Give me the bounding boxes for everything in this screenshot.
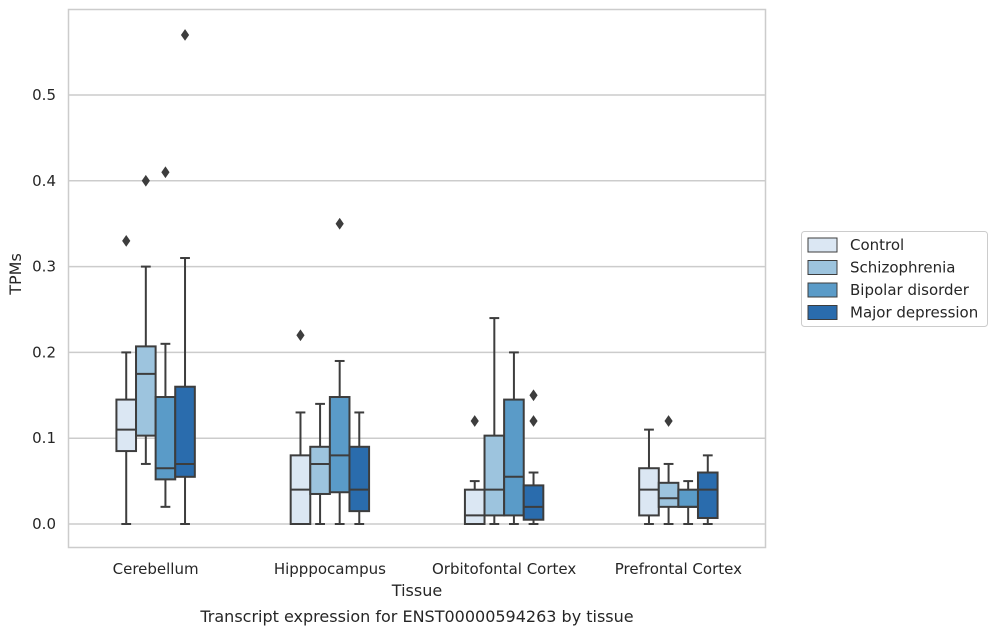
box-3-4 [677,480,699,525]
box-3-1 [154,166,177,508]
box-2-1 [135,174,157,465]
x-tick-label: Prefrontal Cortex [615,560,742,578]
box-body [309,445,331,495]
outlier-point [529,415,538,427]
box-groups [115,29,719,525]
plot-frame [67,8,767,549]
y-tick-label: 0.1 [32,429,56,447]
outlier-point [141,174,150,187]
box-4-4 [696,454,719,525]
box-body [677,488,699,508]
outlier-point [180,29,190,41]
outlier-point [122,234,131,247]
chart-caption: Transcript expression for ENST0000059426… [199,607,633,626]
x-tick-labels: Cerebellum Hipppocampus Orbitofontal Corte… [113,560,742,578]
y-tick-label: 0.0 [32,515,56,533]
box-body [522,484,545,521]
x-tick-label: Cerebellum [113,560,199,578]
y-axis-title: TPMs [6,253,25,296]
legend-label: Major depression [850,304,978,322]
outlier-point [335,217,344,230]
box-1-4 [638,428,660,525]
box-body [503,398,525,517]
y-tick-labels: 0.0 0.1 0.2 0.3 0.4 0.5 [32,86,56,533]
box-1-1 [115,234,138,525]
box-body [174,385,196,478]
outlier-point [664,415,673,427]
legend-label: Schizophrenia [850,259,955,277]
box-3-2 [328,217,351,525]
legend: Control Schizophrenia Bipolar disorder Majo… [801,231,988,327]
outlier-point [296,329,305,342]
box-1-3 [463,415,486,525]
x-tick-label: Hipppocampus [274,560,386,578]
legend-swatch [807,237,838,253]
legend-frame [801,231,988,327]
box-body [696,471,719,519]
box-1-2 [289,329,312,525]
box-body [348,445,371,513]
legend-swatch [807,305,838,320]
box-3-3 [503,351,525,525]
y-tick-label: 0.4 [32,172,56,190]
box-2-3 [483,317,506,525]
box-2-4 [657,415,680,525]
box-body [154,396,177,481]
legend-swatch [807,260,838,275]
box-body [657,481,680,508]
box-body [483,434,506,517]
box-body [135,345,157,437]
legend-label: Control [850,236,904,254]
box-body [115,398,138,453]
x-tick-label: Orbitofontal Cortex [432,560,576,578]
legend-label: Bipolar disorder [850,281,970,299]
box-4-2 [348,411,371,525]
outlier-point [470,415,479,427]
y-tick-label: 0.2 [32,343,56,361]
legend-swatch [807,282,838,298]
outlier-point [161,166,170,179]
box-4-1 [174,29,196,525]
box-body [463,488,486,525]
box-body [328,396,351,494]
outlier-point [529,389,538,402]
x-axis-title: Tissue [391,581,442,600]
box-body [638,467,660,517]
y-tick-label: 0.5 [32,86,56,104]
box-4-3 [522,389,545,525]
y-tick-label: 0.3 [32,258,56,276]
box-2-2 [309,402,331,525]
